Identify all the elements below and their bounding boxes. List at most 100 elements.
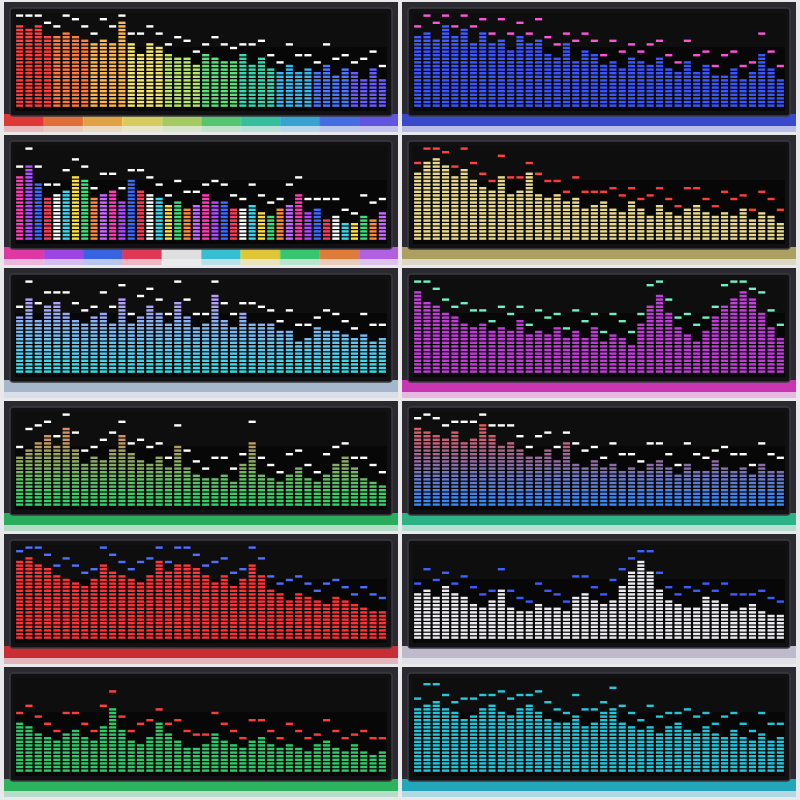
spectrum-bar: [174, 57, 182, 107]
spectrum-bar: [516, 320, 524, 373]
peak-marker: [637, 719, 645, 722]
spectrum-bar: [183, 747, 191, 772]
spectrum-bar: [239, 312, 247, 373]
spectrum-bar: [637, 560, 645, 639]
glass-reflection: [413, 13, 785, 47]
peak-marker: [53, 25, 61, 28]
peak-marker: [600, 54, 608, 57]
peak-marker: [535, 18, 543, 21]
peak-marker: [479, 413, 487, 416]
peak-marker: [618, 568, 626, 571]
spectrum-bar: [646, 64, 654, 107]
spectrum-bar: [202, 478, 210, 506]
spectrum-bar: [758, 733, 766, 772]
spectrum-bar: [674, 604, 682, 639]
peak-marker: [674, 463, 682, 467]
peak-marker: [590, 39, 598, 42]
peak-marker: [304, 323, 312, 326]
spectrum-bar: [155, 456, 163, 506]
peak-marker: [34, 546, 42, 549]
peak-marker: [295, 449, 303, 452]
spectrum-bar: [369, 341, 377, 373]
spectrum-bar: [378, 212, 386, 240]
peak-marker: [90, 568, 98, 571]
spectrum-bar: [497, 39, 505, 107]
spectrum-bar: [748, 604, 756, 639]
spectrum-bar: [442, 708, 450, 772]
peak-marker: [767, 453, 775, 456]
spectrum-bar: [174, 445, 182, 506]
peak-marker: [618, 453, 626, 456]
peak-marker: [90, 729, 98, 733]
peak-marker: [432, 683, 440, 686]
led-display-magenta: [402, 268, 796, 398]
spectrum-bar: [535, 456, 543, 506]
desk-edge: [402, 126, 796, 132]
spectrum-bar: [497, 445, 505, 506]
spectrum-panel-red: [4, 534, 398, 664]
peak-marker: [276, 61, 284, 64]
peak-marker: [562, 190, 570, 193]
peak-marker: [432, 21, 440, 24]
spectrum-bar: [442, 165, 450, 240]
spectrum-bar: [655, 205, 663, 240]
peak-marker: [516, 435, 524, 438]
peak-marker: [44, 291, 52, 294]
peak-marker: [378, 197, 386, 201]
spectrum-bar: [525, 334, 533, 373]
spectrum-bar: [600, 467, 608, 506]
peak-marker: [767, 50, 775, 53]
spectrum-bar: [313, 208, 321, 240]
led-display-blue: [402, 2, 796, 132]
peak-marker: [600, 330, 608, 334]
peak-marker: [239, 302, 247, 305]
peak-marker: [378, 471, 386, 474]
peak-marker: [655, 442, 663, 445]
peak-marker: [442, 151, 450, 154]
peak-marker: [628, 453, 636, 456]
peak-marker: [71, 564, 79, 567]
spectrum-bar: [516, 449, 524, 506]
spectrum-bar: [16, 560, 24, 639]
peak-marker: [192, 733, 200, 736]
spectrum-bar: [609, 61, 617, 107]
peak-marker: [248, 546, 256, 549]
spectrum-bar: [646, 215, 654, 240]
spectrum-bar: [628, 467, 636, 506]
spectrum-bar: [257, 737, 265, 772]
spectrum-bar: [378, 338, 386, 373]
peak-marker: [693, 54, 701, 57]
peak-marker: [553, 43, 561, 46]
spectrum-bar: [590, 327, 598, 373]
peak-marker: [655, 571, 663, 574]
spectrum-bar: [378, 485, 386, 506]
spectrum-bar: [267, 744, 275, 772]
glass-reflection: [413, 279, 785, 313]
peak-marker: [257, 719, 265, 722]
spectrum-bar: [192, 568, 200, 639]
spectrum-bar: [285, 205, 293, 240]
peak-marker: [702, 711, 710, 715]
spectrum-bar: [758, 312, 766, 373]
peak-marker: [53, 183, 61, 186]
spectrum-bar: [341, 334, 349, 373]
spectrum-bar: [332, 463, 340, 506]
peak-marker: [758, 32, 766, 35]
peak-marker: [192, 312, 200, 316]
peak-marker: [469, 25, 477, 28]
spectrum-bar: [544, 54, 552, 107]
spectrum-bar: [109, 323, 117, 373]
peak-marker: [34, 302, 42, 305]
spectrum-bar: [118, 21, 126, 107]
peak-marker: [25, 14, 33, 17]
desk-edge: [4, 525, 398, 531]
spectrum-bar: [423, 704, 431, 772]
spectrum-bar: [544, 449, 552, 506]
peak-marker: [81, 25, 89, 28]
peak-marker: [665, 54, 673, 57]
peak-marker: [81, 449, 89, 452]
spectrum-bar: [323, 474, 331, 506]
peak-marker: [581, 320, 589, 323]
spectrum-bar: [674, 474, 682, 506]
spectrum-bar: [776, 614, 784, 639]
